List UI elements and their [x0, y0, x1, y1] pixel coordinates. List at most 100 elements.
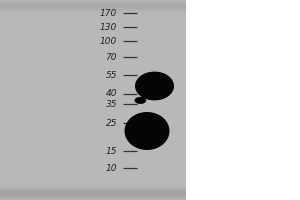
Ellipse shape: [128, 115, 166, 147]
Ellipse shape: [142, 127, 152, 135]
Bar: [0, 2, 186, 10]
Ellipse shape: [136, 98, 145, 103]
Ellipse shape: [130, 116, 164, 146]
Ellipse shape: [126, 113, 168, 149]
Ellipse shape: [137, 73, 172, 99]
Ellipse shape: [134, 120, 160, 142]
Ellipse shape: [125, 112, 169, 150]
Ellipse shape: [151, 83, 158, 89]
Ellipse shape: [124, 112, 170, 150]
Bar: [0, 7, 186, 15]
Ellipse shape: [128, 115, 166, 147]
Bar: [0, 185, 186, 193]
Ellipse shape: [141, 126, 153, 136]
Ellipse shape: [135, 97, 146, 103]
Bar: [0, 3, 186, 11]
Ellipse shape: [143, 128, 151, 134]
Bar: [186, 0, 300, 200]
Ellipse shape: [151, 83, 158, 89]
Ellipse shape: [138, 74, 171, 98]
Ellipse shape: [136, 73, 172, 99]
Text: 55: 55: [106, 71, 117, 79]
Text: 100: 100: [100, 36, 117, 46]
Ellipse shape: [131, 117, 163, 145]
Ellipse shape: [138, 99, 142, 102]
Text: 40: 40: [106, 90, 117, 98]
Ellipse shape: [135, 97, 146, 104]
Ellipse shape: [126, 113, 168, 149]
Bar: [0, 6, 186, 14]
Ellipse shape: [138, 99, 143, 102]
Ellipse shape: [145, 79, 164, 93]
Bar: [0, 186, 186, 194]
Ellipse shape: [144, 78, 165, 94]
Ellipse shape: [137, 98, 144, 103]
Ellipse shape: [136, 98, 145, 103]
Bar: [0, 187, 186, 195]
Ellipse shape: [136, 72, 173, 100]
Ellipse shape: [136, 121, 158, 140]
Text: 170: 170: [100, 8, 117, 18]
Ellipse shape: [137, 122, 157, 140]
Text: 35: 35: [106, 100, 117, 109]
Text: 10: 10: [106, 164, 117, 173]
Ellipse shape: [140, 125, 154, 137]
Ellipse shape: [135, 97, 146, 104]
Ellipse shape: [135, 97, 146, 104]
Ellipse shape: [136, 98, 145, 103]
Ellipse shape: [140, 75, 169, 97]
Ellipse shape: [140, 75, 169, 97]
Bar: [0, 188, 186, 196]
Bar: [0, 189, 186, 197]
Ellipse shape: [137, 98, 144, 102]
Ellipse shape: [144, 78, 165, 94]
Ellipse shape: [142, 127, 152, 135]
Ellipse shape: [138, 123, 156, 139]
Bar: [0, 0, 186, 8]
Ellipse shape: [127, 114, 167, 148]
Ellipse shape: [138, 74, 171, 98]
Ellipse shape: [141, 76, 168, 96]
Ellipse shape: [139, 124, 155, 138]
Ellipse shape: [146, 80, 163, 92]
Bar: [0, 190, 186, 198]
Ellipse shape: [146, 80, 163, 92]
Ellipse shape: [137, 99, 143, 102]
Ellipse shape: [148, 81, 161, 91]
Ellipse shape: [148, 81, 161, 91]
Ellipse shape: [139, 74, 170, 98]
Ellipse shape: [137, 99, 144, 102]
Ellipse shape: [140, 76, 169, 96]
Bar: [0, 1, 186, 9]
Ellipse shape: [149, 82, 160, 90]
Ellipse shape: [147, 80, 162, 92]
Ellipse shape: [136, 122, 158, 140]
Ellipse shape: [145, 79, 164, 93]
Text: 15: 15: [106, 146, 117, 156]
Bar: [0, 191, 186, 199]
Ellipse shape: [147, 81, 162, 91]
Ellipse shape: [136, 98, 145, 103]
Text: 130: 130: [100, 22, 117, 31]
Ellipse shape: [138, 99, 143, 102]
Ellipse shape: [139, 124, 155, 138]
Ellipse shape: [131, 118, 163, 144]
Ellipse shape: [134, 97, 146, 104]
Ellipse shape: [134, 120, 160, 142]
Ellipse shape: [133, 119, 161, 143]
Ellipse shape: [152, 84, 158, 88]
Ellipse shape: [138, 99, 143, 102]
Ellipse shape: [136, 98, 145, 103]
Ellipse shape: [141, 76, 168, 96]
Bar: [0, 192, 186, 200]
Bar: [0, 0, 186, 200]
Ellipse shape: [143, 78, 166, 94]
Ellipse shape: [138, 99, 143, 102]
Text: 25: 25: [106, 118, 117, 128]
Ellipse shape: [141, 126, 153, 136]
Ellipse shape: [137, 98, 144, 103]
Ellipse shape: [132, 119, 162, 143]
Ellipse shape: [140, 125, 154, 137]
Ellipse shape: [144, 129, 150, 133]
Ellipse shape: [127, 114, 167, 148]
